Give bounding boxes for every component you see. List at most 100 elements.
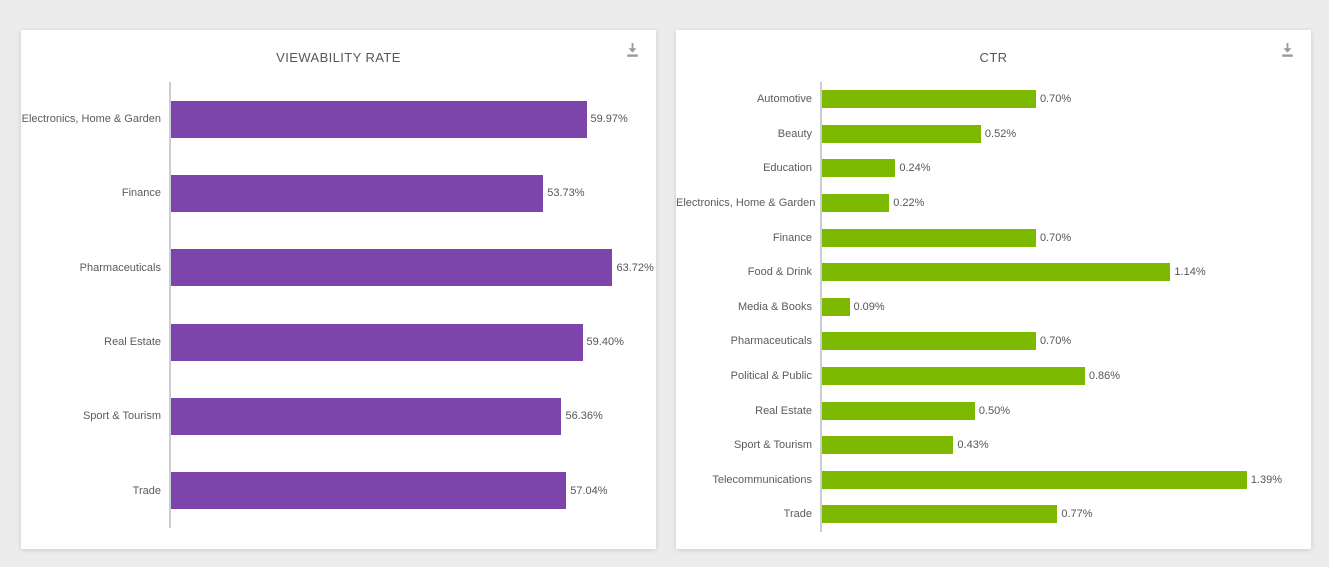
bar[interactable]: 0.86% [822, 367, 1120, 386]
bar[interactable]: 57.04% [171, 472, 608, 510]
bar-track: 0.22% [820, 185, 1311, 221]
chart-row: Electronics, Home & Garden 0.22% [676, 185, 1311, 221]
value-label: 63.72% [616, 261, 654, 274]
bar[interactable]: 0.50% [822, 401, 1010, 420]
value-label: 0.24% [899, 162, 931, 175]
download-button[interactable] [621, 39, 643, 61]
bar-track: 59.97% [169, 82, 656, 157]
bar[interactable]: 0.70% [822, 228, 1071, 247]
category-label: Trade [783, 508, 812, 521]
chart-title: VIEWABILITY RATE [276, 50, 401, 65]
value-label: 0.50% [978, 404, 1011, 417]
category-label: Real Estate [755, 404, 812, 417]
bar-track: 1.39% [820, 462, 1311, 498]
bar-track: 0.43% [820, 427, 1311, 463]
bar-track: 1.14% [820, 254, 1311, 290]
value-label: 0.77% [1061, 508, 1093, 521]
chart-row: Electronics, Home & Garden 59.97% [21, 82, 656, 157]
chart-row: Food & Drink 1.14% [676, 254, 1311, 290]
bar-track: 63.72% [169, 230, 656, 305]
value-label: 0.86% [1088, 370, 1121, 383]
bar-track: 57.04% [169, 453, 656, 528]
category-label: Political & Public [730, 370, 812, 382]
bar-track: 56.36% [169, 379, 656, 454]
bar-track: 0.09% [820, 289, 1311, 325]
bar-track: 0.70% [820, 324, 1311, 359]
bar[interactable]: 0.43% [822, 436, 989, 455]
chart-row: Trade 57.04% [21, 453, 656, 528]
chart-row: Education 0.24% [676, 151, 1311, 186]
bar-track: 0.50% [820, 393, 1311, 428]
category-label: Finance [121, 187, 161, 200]
chart-row: Real Estate 59.40% [21, 304, 656, 380]
chart-row: Sport & Tourism 56.36% [21, 379, 656, 454]
bar[interactable]: 0.77% [822, 505, 1093, 524]
value-label: 53.73% [547, 187, 585, 200]
bar[interactable]: 0.70% [822, 90, 1071, 109]
chart-row: Sport & Tourism 0.43% [676, 427, 1311, 463]
category-label: Automotive [756, 93, 812, 106]
category-label: Trade [132, 484, 161, 497]
bar-track: 0.24% [820, 151, 1311, 186]
bar-track: 59.40% [169, 304, 656, 380]
chart-row: Real Estate 0.50% [676, 393, 1311, 428]
viewability-rate-card: VIEWABILITY RATE Electronics, Home & Gar… [21, 30, 656, 549]
value-label: 59.40% [586, 336, 624, 349]
chart-row: Trade 0.77% [676, 497, 1311, 532]
bar[interactable]: 0.24% [822, 159, 931, 178]
category-label: Pharmaceuticals [79, 261, 161, 274]
chart-row: Political & Public 0.86% [676, 358, 1311, 394]
value-label: 0.70% [1039, 231, 1072, 244]
value-label: 0.43% [957, 439, 989, 452]
chart-row: Finance 0.70% [676, 220, 1311, 255]
bar[interactable]: 0.22% [822, 194, 924, 213]
category-label: Education [763, 162, 812, 175]
bar-track: 0.70% [820, 220, 1311, 255]
value-label: 57.04% [570, 484, 608, 497]
value-label: 1.14% [1174, 266, 1206, 279]
chart-row: Media & Books 0.09% [676, 289, 1311, 325]
value-label: 0.70% [1039, 335, 1072, 348]
value-label: 1.39% [1250, 473, 1283, 486]
category-label: Media & Books [738, 300, 812, 313]
category-label: Sport & Tourism [82, 410, 161, 423]
value-label: 0.70% [1039, 93, 1072, 106]
download-button[interactable] [1276, 39, 1298, 61]
bar[interactable]: 59.40% [171, 323, 624, 361]
download-icon [1281, 43, 1293, 57]
chart-row: Telecommunications 1.39% [676, 462, 1311, 498]
category-label: Sport & Tourism [733, 439, 812, 452]
bar[interactable]: 1.39% [822, 470, 1282, 489]
chart-title: CTR [979, 50, 1008, 65]
category-label: Pharmaceuticals [730, 335, 812, 348]
category-label: Beauty [777, 127, 812, 140]
chart-row: Automotive 0.70% [676, 82, 1311, 117]
category-label: Food & Drink [747, 266, 812, 279]
value-label: 0.09% [853, 300, 885, 313]
bar[interactable]: 1.14% [822, 263, 1206, 282]
value-label: 56.36% [565, 410, 603, 423]
bar-chart-ctr: Automotive 0.70% Beauty 0.52% Education 0.24%… [676, 82, 1311, 532]
category-label: Telecommunications [712, 473, 812, 486]
bar[interactable]: 56.36% [171, 397, 603, 435]
bar[interactable]: 53.73% [171, 174, 585, 212]
bar[interactable]: 59.97% [171, 100, 628, 138]
category-label: Finance [772, 231, 812, 244]
value-label: 0.52% [984, 127, 1017, 140]
chart-row: Beauty 0.52% [676, 116, 1311, 152]
bar[interactable]: 0.09% [822, 297, 885, 316]
bar-track: 0.70% [820, 82, 1311, 117]
bar[interactable]: 63.72% [171, 249, 654, 287]
bar-track: 0.86% [820, 358, 1311, 394]
chart-row: Pharmaceuticals 63.72% [21, 230, 656, 305]
bar-track: 0.77% [820, 497, 1311, 532]
bar-chart-viewability: Electronics, Home & Garden 59.97% Finance 5… [21, 82, 656, 528]
bar-track: 0.52% [820, 116, 1311, 152]
bar[interactable]: 0.70% [822, 332, 1071, 351]
bar-track: 53.73% [169, 156, 656, 231]
download-icon [626, 43, 638, 57]
chart-row: Pharmaceuticals 0.70% [676, 324, 1311, 359]
value-label: 59.97% [590, 113, 628, 126]
bar[interactable]: 0.52% [822, 124, 1016, 143]
